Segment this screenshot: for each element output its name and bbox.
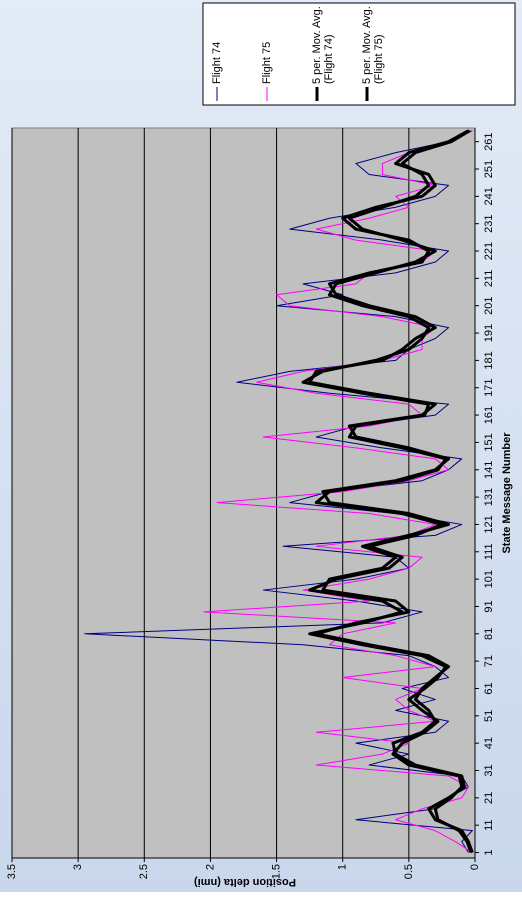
y-tick-label: 1 bbox=[337, 864, 349, 870]
x-tick-label: 171 bbox=[483, 379, 495, 397]
y-tick-label: 0.5 bbox=[403, 864, 415, 879]
x-tick-label: 81 bbox=[483, 628, 495, 640]
x-tick-label: 121 bbox=[483, 515, 495, 533]
x-tick-label: 71 bbox=[483, 655, 495, 667]
x-tick-label: 251 bbox=[483, 160, 495, 178]
x-tick-label: 151 bbox=[483, 433, 495, 451]
y-tick-label: 2.5 bbox=[138, 864, 150, 879]
x-tick-label: 61 bbox=[483, 682, 495, 694]
x-tick-label: 101 bbox=[483, 570, 495, 588]
x-tick-label: 181 bbox=[483, 351, 495, 369]
y-tick-label: 2 bbox=[204, 864, 216, 870]
x-tick-label: 1 bbox=[483, 849, 495, 855]
x-tick-label: 201 bbox=[483, 297, 495, 315]
legend-label: Flight 74 bbox=[211, 41, 223, 84]
legend-label: Flight 75 bbox=[261, 41, 273, 84]
legend-item: Flight 74 bbox=[211, 41, 223, 84]
legend-box bbox=[202, 2, 516, 106]
legend-item: 5 per. Mov. Avg. (Flight 74) bbox=[311, 6, 335, 84]
x-tick-label: 31 bbox=[483, 764, 495, 776]
legend-label: 5 per. Mov. Avg. (Flight 75) bbox=[361, 6, 385, 84]
legend-item: Flight 75 bbox=[261, 41, 273, 84]
x-tick-label: 241 bbox=[483, 187, 495, 205]
x-tick-label: 191 bbox=[483, 324, 495, 342]
x-tick-label: 141 bbox=[483, 461, 495, 479]
x-tick-label: 211 bbox=[483, 270, 495, 288]
x-tick-label: 111 bbox=[483, 543, 495, 560]
rotated-chart: State Message Number Position delta (nmi… bbox=[6, 2, 516, 888]
x-tick-label: 41 bbox=[483, 737, 495, 749]
series-line bbox=[301, 129, 473, 854]
x-tick-label: 161 bbox=[483, 406, 495, 424]
x-axis-title: State Message Number bbox=[501, 432, 513, 554]
x-tick-label: 221 bbox=[483, 242, 495, 260]
x-tick-label: 261 bbox=[483, 132, 495, 150]
x-tick-label: 51 bbox=[483, 710, 495, 722]
plot-area bbox=[11, 127, 476, 859]
x-tick-label: 91 bbox=[483, 600, 495, 612]
x-tick-label: 131 bbox=[483, 488, 495, 506]
y-axis-title: Position delta (nmi) bbox=[194, 876, 296, 888]
x-tick-label: 21 bbox=[483, 792, 495, 804]
legend-label: 5 per. Mov. Avg. (Flight 74) bbox=[311, 6, 335, 84]
x-tick-label: 231 bbox=[483, 215, 495, 233]
y-tick-label: 1.5 bbox=[270, 864, 282, 879]
y-tick-label: 3 bbox=[72, 864, 84, 870]
x-tick-label: 11 bbox=[483, 819, 495, 830]
legend-item: 5 per. Mov. Avg. (Flight 75) bbox=[361, 6, 385, 84]
y-tick-label: 0 bbox=[469, 864, 481, 870]
y-tick-label: 3.5 bbox=[6, 864, 18, 879]
